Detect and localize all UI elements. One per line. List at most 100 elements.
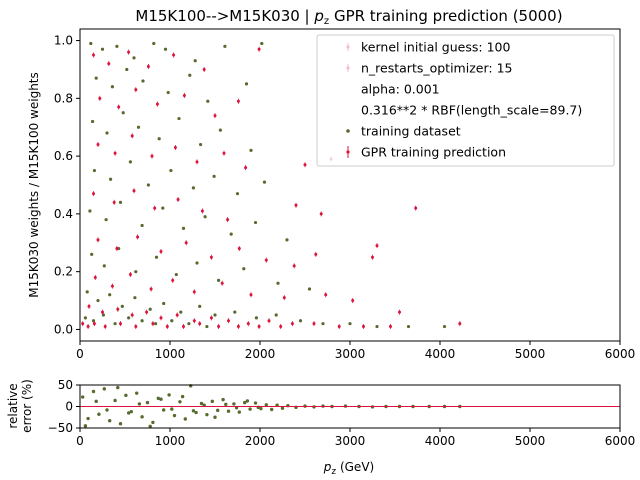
prediction-point bbox=[213, 114, 217, 118]
prediction-point bbox=[127, 50, 131, 54]
prediction-point bbox=[236, 99, 240, 103]
residual-point bbox=[183, 417, 187, 421]
legend-label: kernel initial guess: 100 bbox=[361, 40, 510, 55]
prediction-point bbox=[257, 47, 261, 51]
residual-point bbox=[108, 418, 112, 423]
residual-x-tick-label: 0 bbox=[76, 434, 84, 448]
training-point bbox=[161, 206, 165, 210]
training-point bbox=[88, 209, 92, 213]
training-point bbox=[233, 310, 237, 314]
training-point bbox=[187, 322, 191, 326]
prediction-point bbox=[184, 241, 188, 245]
prediction-point bbox=[324, 293, 328, 297]
training-point bbox=[199, 142, 203, 147]
residual-x-ticks: 0 1000 2000 3000 4000 5000 6000 bbox=[76, 428, 635, 448]
residual-point bbox=[280, 406, 285, 410]
prediction-point bbox=[130, 313, 134, 317]
training-point bbox=[100, 47, 105, 51]
residual-point bbox=[226, 409, 231, 413]
prediction-point bbox=[414, 206, 418, 210]
prediction-point bbox=[202, 67, 206, 71]
prediction-point bbox=[314, 252, 318, 256]
legend-frame bbox=[316, 34, 615, 167]
prediction-point bbox=[398, 310, 401, 314]
training-point bbox=[244, 82, 249, 86]
training-point bbox=[89, 41, 93, 46]
residual-point bbox=[86, 416, 90, 421]
residual-point bbox=[224, 402, 228, 407]
training-point bbox=[113, 322, 117, 326]
training-point bbox=[134, 270, 138, 274]
residual-y-axis-label-line2: error (%) bbox=[20, 379, 34, 433]
training-point bbox=[90, 252, 94, 256]
training-point bbox=[85, 290, 89, 294]
prediction-point bbox=[159, 316, 163, 320]
prediction-point bbox=[264, 258, 268, 262]
training-point bbox=[217, 278, 221, 282]
prediction-point bbox=[113, 151, 117, 155]
residual-point bbox=[91, 389, 96, 394]
training-point bbox=[141, 79, 145, 83]
residual-point bbox=[116, 385, 120, 390]
training-point bbox=[406, 324, 411, 329]
main-x-tick-label: 4000 bbox=[425, 347, 456, 361]
main-x-tick-label: 5000 bbox=[515, 347, 546, 361]
main-x-tick-label: 6000 bbox=[605, 347, 636, 361]
residual-point bbox=[145, 400, 150, 405]
prediction-point bbox=[93, 275, 97, 279]
prediction-point bbox=[128, 273, 132, 277]
training-point bbox=[109, 177, 113, 181]
prediction-point bbox=[165, 325, 169, 329]
residual-y-tick-label: 0 bbox=[65, 400, 73, 414]
prediction-point bbox=[192, 319, 196, 323]
main-y-tick-label: 0.2 bbox=[54, 265, 73, 279]
residual-point bbox=[210, 399, 214, 404]
residual-point bbox=[135, 391, 139, 395]
training-point bbox=[375, 324, 379, 329]
prediction-point bbox=[150, 154, 154, 158]
prediction-point bbox=[182, 325, 185, 329]
prediction-point bbox=[249, 293, 253, 297]
prediction-point bbox=[136, 235, 140, 239]
residual-x-tick-label: 2000 bbox=[245, 434, 276, 448]
training-point bbox=[198, 304, 202, 308]
prediction-point bbox=[227, 319, 230, 323]
prediction-point bbox=[209, 316, 213, 320]
residual-point bbox=[221, 397, 225, 402]
residual-x-tick-label: 5000 bbox=[515, 434, 546, 448]
prediction-point bbox=[146, 65, 150, 69]
prediction-point bbox=[236, 325, 240, 329]
legend-label: 0.316**2 * RBF(length_scale=89.7) bbox=[361, 103, 582, 118]
prediction-point bbox=[81, 322, 85, 326]
prediction-point bbox=[257, 325, 261, 329]
legend-label: alpha: 0.001 bbox=[361, 82, 440, 97]
residual-point bbox=[248, 407, 252, 411]
prediction-point bbox=[192, 290, 196, 294]
residual-point bbox=[159, 397, 163, 401]
prediction-point bbox=[96, 238, 100, 242]
main-y-ticks: 0.0 0.2 0.4 0.6 0.8 1.0 bbox=[54, 34, 80, 336]
residual-point bbox=[126, 411, 131, 415]
residual-x-tick-label: 1000 bbox=[155, 434, 186, 448]
prediction-point bbox=[115, 247, 119, 251]
prediction-point bbox=[351, 299, 355, 303]
prediction-point bbox=[246, 322, 250, 326]
training-point bbox=[105, 131, 109, 135]
legend-label: training dataset bbox=[361, 124, 461, 139]
training-point bbox=[262, 180, 267, 184]
main-x-ticks: 0 1000 2000 3000 4000 5000 6000 bbox=[76, 341, 635, 361]
residual-y-tick-label: −50 bbox=[48, 421, 73, 435]
residual-point bbox=[205, 412, 209, 417]
training-point bbox=[157, 137, 161, 141]
training-point bbox=[140, 319, 144, 323]
main-y-tick-label: 0.4 bbox=[54, 207, 73, 221]
training-point bbox=[154, 255, 159, 259]
prediction-point bbox=[101, 310, 104, 314]
prediction-point bbox=[290, 322, 294, 326]
residual-x-tick-label: 6000 bbox=[605, 434, 636, 448]
main-x-tick-label: 1000 bbox=[155, 347, 186, 361]
residual-point bbox=[191, 409, 196, 413]
training-point bbox=[136, 125, 141, 129]
residual-point bbox=[102, 387, 107, 391]
